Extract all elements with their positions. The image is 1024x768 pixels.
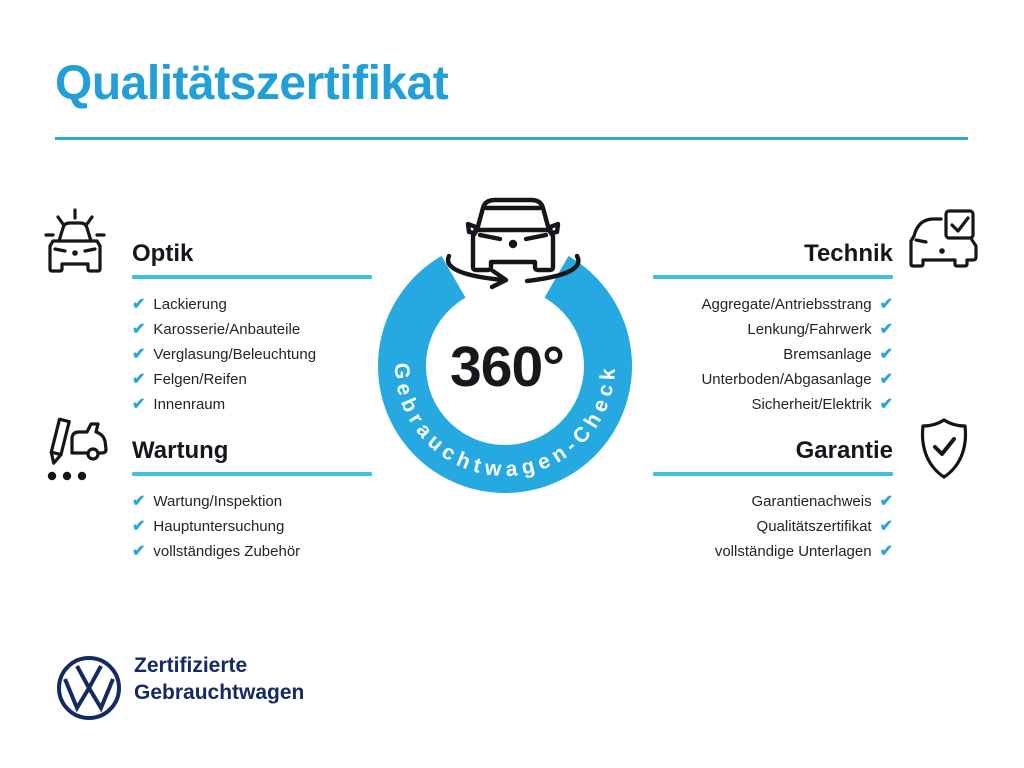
check-item-label: Qualitätszertifikat <box>756 518 872 535</box>
check-icon: ✔ <box>879 296 893 313</box>
check-item: Sicherheit/Elektrik ✔ <box>643 392 893 417</box>
section-underline <box>132 275 372 279</box>
check-item: Qualitätszertifikat ✔ <box>643 514 893 539</box>
section-underline <box>132 472 372 476</box>
check-icon: ✔ <box>132 518 146 535</box>
check-item: vollständige Unterlagen ✔ <box>643 539 893 564</box>
section-heading-optik: Optik <box>132 240 194 267</box>
check-icon: ✔ <box>132 493 146 510</box>
title-divider <box>55 137 968 140</box>
check-icon: ✔ <box>879 518 893 535</box>
wartung-checklist: ✔ Wartung/Inspektion ✔ Hauptuntersuchung ✔… <box>132 489 382 564</box>
section-underline <box>653 472 893 476</box>
check-item: ✔ Lackierung <box>132 292 382 317</box>
check-icon: ✔ <box>879 396 893 413</box>
degree-label: 360° <box>450 335 564 399</box>
check-item: ✔ Verglasung/Beleuchtung <box>132 342 382 367</box>
check-item-label: vollständiges Zubehör <box>153 543 301 560</box>
check-icon: ✔ <box>879 371 893 388</box>
check-item: ✔ Felgen/Reifen <box>132 367 382 392</box>
car-shine-icon <box>44 208 106 273</box>
check-item: Garantienachweis ✔ <box>643 489 893 514</box>
check-item-label: vollständige Unterlagen <box>714 543 872 560</box>
check-item-label: Aggregate/Antriebsstrang <box>701 296 872 313</box>
check-item-label: Wartung/Inspektion <box>153 493 283 510</box>
shield-check-icon <box>920 418 968 479</box>
check-item: ✔ Wartung/Inspektion <box>132 489 382 514</box>
check-icon: ✔ <box>132 321 146 338</box>
ring-arc <box>378 256 632 493</box>
360-check-ring: Gebrauchtwagen-Check 360° <box>378 197 632 493</box>
optik-checklist: ✔ Lackierung ✔ Karosserie/Anbauteile ✔ Verg… <box>132 292 382 417</box>
car-360-rotation-icon <box>445 197 581 290</box>
check-icon: ✔ <box>132 543 146 560</box>
section-technik: Technik Aggregate/Antriebsstrang ✔ Lenkun… <box>643 240 893 417</box>
check-item-label: Bremsanlage <box>783 346 872 363</box>
car-checkbox-icon <box>909 209 978 268</box>
check-item-label: Lenkung/Fahrwerk <box>747 321 872 338</box>
check-item: Bremsanlage ✔ <box>643 342 893 367</box>
brand-claim: Zertifizierte Gebrauchtwagen <box>134 652 304 706</box>
check-icon: ✔ <box>132 346 146 363</box>
check-item-label: Garantienachweis <box>751 493 872 510</box>
check-item-label: Verglasung/Beleuchtung <box>153 346 317 363</box>
check-icon: ✔ <box>132 396 146 413</box>
check-icon: ✔ <box>132 296 146 313</box>
check-icon: ✔ <box>879 493 893 510</box>
vw-logo <box>57 656 121 720</box>
check-item-label: Unterboden/Abgasanlage <box>701 371 872 388</box>
section-heading-wartung: Wartung <box>132 437 229 464</box>
check-item: ✔ Innenraum <box>132 392 382 417</box>
section-heading-garantie: Garantie <box>795 437 893 464</box>
section-heading-technik: Technik <box>804 240 893 267</box>
check-item: Aggregate/Antriebsstrang ✔ <box>643 292 893 317</box>
technik-checklist: Aggregate/Antriebsstrang ✔ Lenkung/Fahrwe… <box>643 292 893 417</box>
pencil-car-checklist-icon <box>47 417 108 481</box>
check-item: ✔ Karosserie/Anbauteile <box>132 317 382 342</box>
section-optik: Optik ✔ Lackierung ✔ Karosserie/Anbauteile… <box>132 240 382 417</box>
check-icon: ✔ <box>879 321 893 338</box>
section-underline <box>653 275 893 279</box>
brand-claim-line2: Gebrauchtwagen <box>134 681 305 704</box>
section-garantie: Garantie Garantienachweis ✔ Qualitätszert… <box>643 437 893 564</box>
check-item-label: Sicherheit/Elektrik <box>751 396 872 413</box>
check-item: Lenkung/Fahrwerk ✔ <box>643 317 893 342</box>
check-item: Unterboden/Abgasanlage ✔ <box>643 367 893 392</box>
check-item-label: Lackierung <box>153 296 227 313</box>
check-item-label: Karosserie/Anbauteile <box>153 321 301 338</box>
check-item-label: Felgen/Reifen <box>153 371 247 388</box>
section-wartung: Wartung ✔ Wartung/Inspektion ✔ Hauptunters… <box>132 437 382 564</box>
check-item: ✔ Hauptuntersuchung <box>132 514 382 539</box>
check-item-label: Hauptuntersuchung <box>153 518 285 535</box>
garantie-checklist: Garantienachweis ✔ Qualitätszertifikat ✔ v… <box>643 489 893 564</box>
brand-claim-line1: Zertifizierte <box>134 654 248 677</box>
check-item: ✔ vollständiges Zubehör <box>132 539 382 564</box>
page-title: Qualitätszertifikat <box>55 57 449 110</box>
check-item-label: Innenraum <box>153 396 226 413</box>
check-icon: ✔ <box>879 543 893 560</box>
check-icon: ✔ <box>879 346 893 363</box>
check-icon: ✔ <box>132 371 146 388</box>
